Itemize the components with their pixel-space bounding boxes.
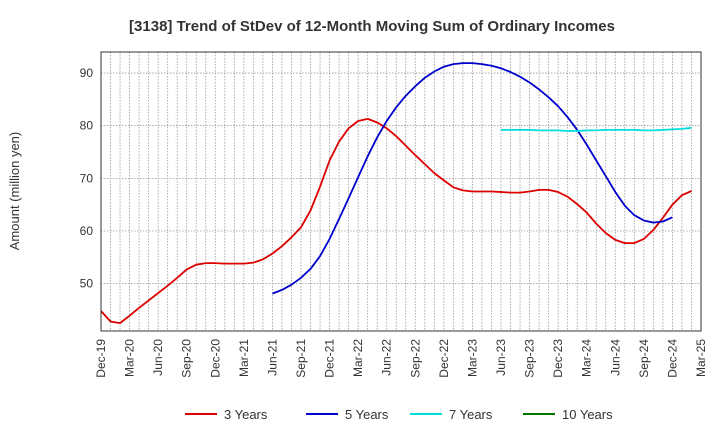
y-axis-label: Amount (million yen): [7, 132, 22, 251]
x-tick-label: Jun-22: [380, 339, 394, 376]
x-tick-label: Sep-21: [294, 339, 308, 378]
x-tick-label: Mar-20: [123, 339, 137, 377]
legend-label-5-years: 5 Years: [345, 407, 389, 422]
x-tick-label: Dec-22: [437, 339, 451, 378]
x-tick-label: Sep-24: [637, 339, 651, 378]
x-tick-label: Jun-21: [265, 339, 279, 376]
y-tick-label: 90: [80, 66, 94, 80]
x-tick-label: Jun-24: [608, 339, 622, 376]
legend: 3 Years 5 Years 7 Years 10 Years: [185, 407, 613, 422]
x-tick-label: Sep-22: [408, 339, 422, 378]
x-tick-label: Jun-20: [151, 339, 165, 376]
x-tick-label: Dec-21: [323, 339, 337, 378]
y-tick-label: 70: [80, 171, 94, 185]
x-tick-label: Dec-24: [665, 339, 679, 378]
series-line-5-years: [272, 62, 673, 295]
series-lines: [100, 62, 692, 325]
legend-label-7-years: 7 Years: [449, 407, 493, 422]
y-tick-label: 60: [80, 224, 94, 238]
x-tick-label: Mar-24: [580, 339, 594, 377]
grid: [101, 52, 701, 331]
legend-label-10-years: 10 Years: [562, 407, 613, 422]
x-tick-label: Jun-23: [494, 339, 508, 376]
x-tick-label: Sep-20: [180, 339, 194, 378]
series-line-3-years: [100, 118, 692, 325]
plot-frame: [100, 51, 702, 332]
legend-label-3-years: 3 Years: [224, 407, 268, 422]
x-tick-label: Mar-22: [351, 339, 365, 377]
series-line-7-years: [501, 126, 692, 132]
chart-title: [3138] Trend of StDev of 12-Month Moving…: [129, 18, 615, 35]
x-tick-label: Dec-23: [551, 339, 565, 378]
x-tick-label: Mar-25: [694, 339, 708, 377]
x-tick-label: Sep-23: [523, 339, 537, 378]
x-tick-label: Mar-21: [237, 339, 251, 377]
axis-ticks: 50 60 70 80 90 Dec-19 Mar-20 Jun-20 Sep-20 Dec-20…: [80, 66, 708, 378]
y-tick-label: 80: [80, 119, 94, 133]
x-tick-label: Dec-20: [208, 339, 222, 378]
x-tick-label: Mar-23: [465, 339, 479, 377]
y-tick-label: 50: [80, 277, 94, 291]
x-tick-label: Dec-19: [94, 339, 108, 378]
